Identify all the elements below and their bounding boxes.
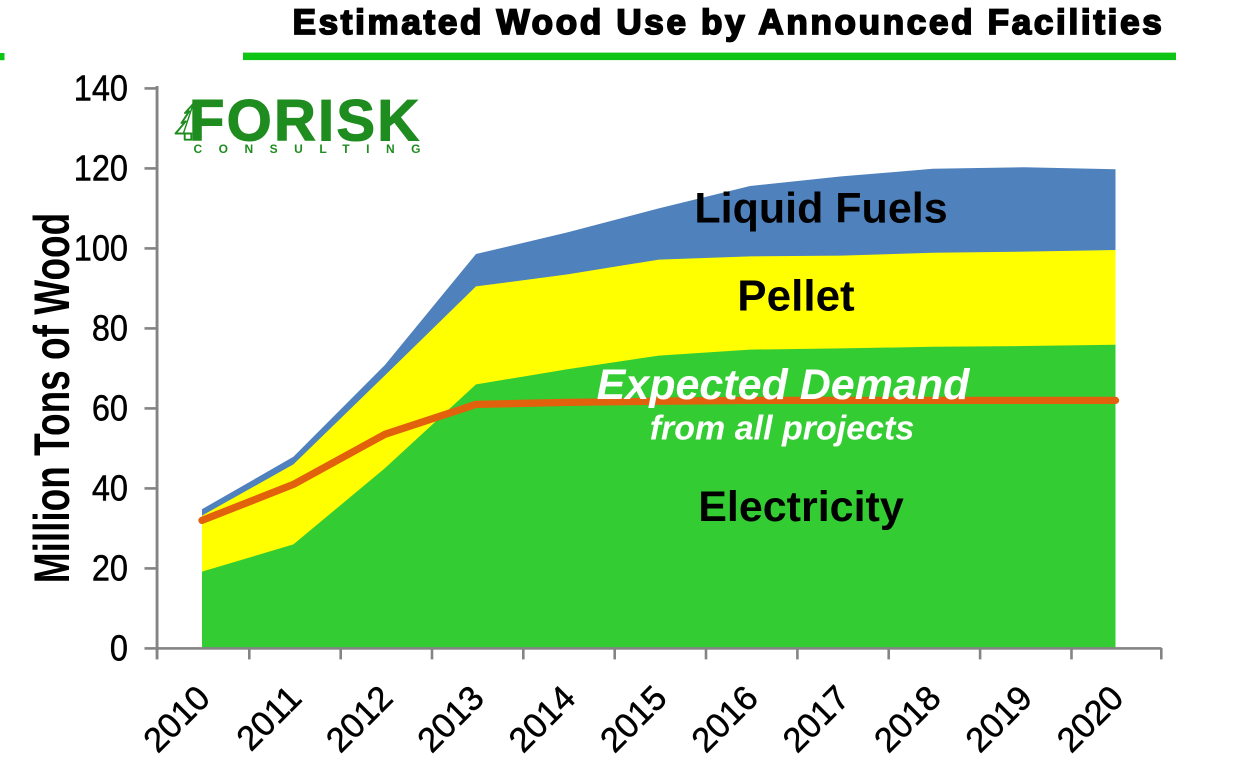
svg-text:Liquid Fuels: Liquid Fuels: [694, 185, 947, 233]
svg-text:20: 20: [92, 549, 128, 589]
svg-text:140: 140: [74, 69, 128, 109]
svg-text:120: 120: [74, 149, 128, 189]
svg-text:Million Tons of Wood: Million Tons of Wood: [25, 213, 81, 583]
svg-text:CONSULTING: CONSULTING: [194, 142, 437, 156]
svg-text:80: 80: [92, 309, 128, 349]
svg-text:0: 0: [110, 629, 128, 669]
svg-text:Electricity: Electricity: [698, 483, 904, 531]
svg-text:Estimated Wood Use by Announce: Estimated Wood Use by Announced Faciliti…: [293, 3, 1165, 42]
svg-text:60: 60: [92, 389, 128, 429]
svg-text:FORISK: FORISK: [189, 89, 421, 154]
svg-text:from all projects: from all projects: [650, 410, 915, 448]
svg-text:40: 40: [92, 469, 128, 509]
svg-text:Pellet: Pellet: [737, 272, 855, 321]
svg-text:Expected Demand: Expected Demand: [597, 361, 971, 409]
svg-text:100: 100: [74, 229, 128, 269]
